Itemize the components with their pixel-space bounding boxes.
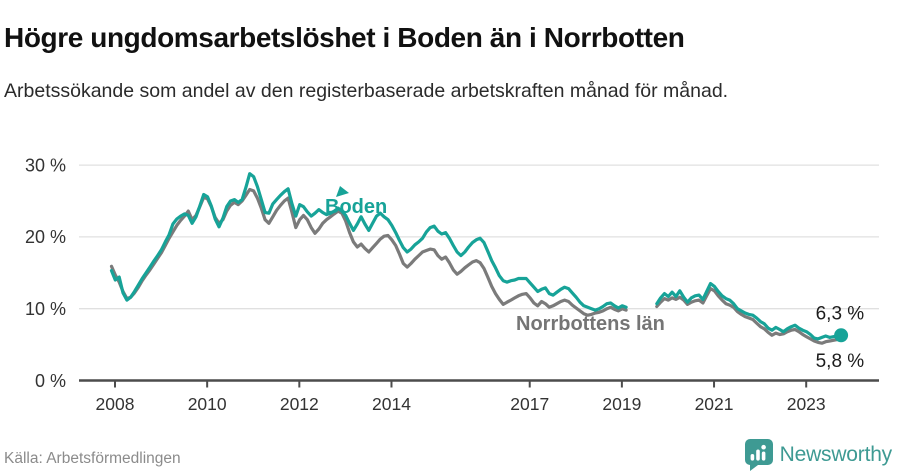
boden-line xyxy=(109,172,843,341)
x-tick-label: 2017 xyxy=(510,394,549,414)
bar-chart-speech-bubble-icon xyxy=(744,439,773,471)
brand-name: Newsworthy xyxy=(779,442,893,466)
norrbotten-series-label: Norrbottens län xyxy=(516,313,665,335)
x-tick-label: 2023 xyxy=(787,394,826,414)
newsworthy-brand: Newsworthy xyxy=(744,438,892,471)
end-value-label: 6,3 % xyxy=(816,303,865,324)
y-axis-labels: 0 % 10 % 20 % 30 % xyxy=(25,155,66,390)
x-axis-labels: 2008 2010 2012 2014 2017 2019 2021 2023 xyxy=(96,394,826,414)
chart-subtitle: Arbetssökande som andel av den registerb… xyxy=(4,79,729,102)
gridlines xyxy=(79,164,879,310)
label-arrowhead-icon xyxy=(336,186,349,197)
x-tick-label: 2008 xyxy=(96,394,135,414)
y-tick-label: 20 % xyxy=(25,227,66,247)
source-credit: Källa: Arbetsförmedlingen xyxy=(4,450,181,467)
line-chart: 0 % 10 % 20 % 30 % 2008 2010 2012 2014 2017 2019… xyxy=(25,155,879,414)
x-tick-label: 2012 xyxy=(280,394,319,414)
norrbotten-line xyxy=(109,187,843,345)
page-title: Högre ungdomsarbetslöshet i Boden än i N… xyxy=(4,21,685,53)
x-tick-label: 2010 xyxy=(188,394,227,414)
x-axis xyxy=(79,379,879,388)
boden-series-label: Boden xyxy=(325,196,387,218)
series-end-dot xyxy=(834,328,849,343)
x-tick-label: 2014 xyxy=(372,394,411,414)
y-tick-label: 10 % xyxy=(25,299,66,319)
y-tick-label: 30 % xyxy=(25,155,66,175)
data-series xyxy=(109,172,849,345)
annotations: 6,3 % 5,8 % Boden Norrbottens län xyxy=(325,186,864,372)
x-tick-label: 2019 xyxy=(602,394,641,414)
x-tick-label: 2021 xyxy=(695,394,734,414)
end-value-label: 5,8 % xyxy=(816,351,865,372)
y-tick-label: 0 % xyxy=(35,371,66,391)
